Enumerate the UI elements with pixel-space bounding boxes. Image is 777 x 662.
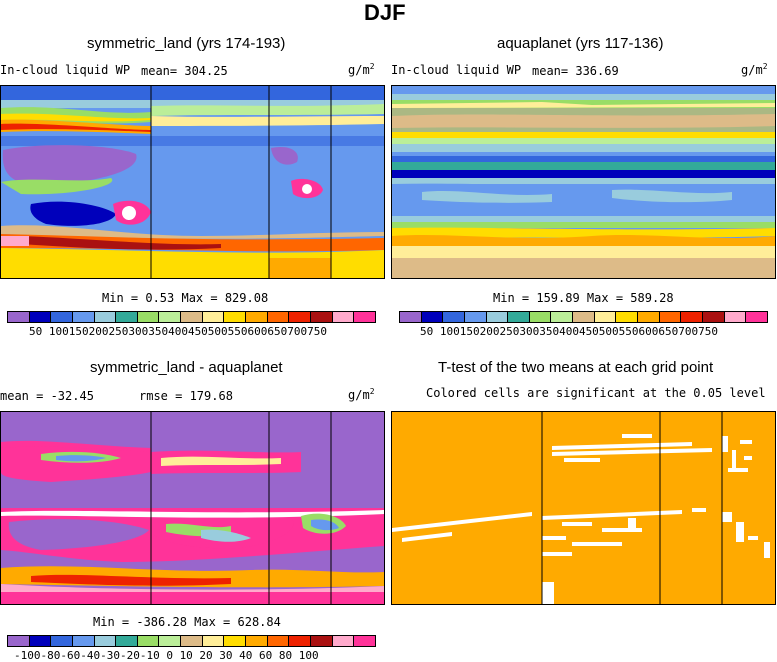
panel1-title: symmetric_land (yrs 174-193) [87,35,286,52]
panel3-unit: g/m2 [348,387,375,402]
panel2-unit: g/m2 [741,62,768,77]
panel1-unit: g/m2 [348,62,375,77]
panel2-mean: mean= 336.69 [532,64,619,78]
panel2-colorbar [399,311,768,323]
panel2-colorbar-labels: 50 1001502002503003504004505005506006507… [420,325,719,338]
panel3-mean: mean = -32.45 [0,389,94,403]
panel4-map [391,411,776,605]
panel2-map [391,85,776,279]
panel1-mean: mean= 304.25 [141,64,228,78]
panel3-map [0,411,385,605]
panel1-varname: In-cloud liquid WP [0,63,131,77]
panel2-title: aquaplanet (yrs 117-136) [497,35,664,52]
panel2-varname: In-cloud liquid WP [391,63,522,77]
panel3-contour-plot [1,412,384,604]
panel4-subtitle: Colored cells are significant at the 0.0… [426,386,766,400]
panel1-map [0,85,385,279]
panel2-contour-plot [392,86,775,278]
panel4-significance-plot [392,412,775,604]
panel4-title: T-test of the two means at each grid poi… [438,359,714,376]
panel1-minmax: Min = 0.53 Max = 829.08 [102,291,269,305]
panel1-colorbar [7,311,376,323]
panel2-minmax: Min = 159.89 Max = 589.28 [493,291,674,305]
panel1-colorbar-labels: 50 1001502002503003504004505005506006507… [29,325,328,338]
panel3-minmax: Min = -386.28 Max = 628.84 [93,615,281,629]
panel1-contour-plot [1,86,384,278]
figure-title: DJF [364,0,406,25]
panel3-title: symmetric_land - aquaplanet [90,359,283,376]
panel3-colorbar [7,635,376,647]
panel3-colorbar-labels: -100-80-60-40-30-20-10 0 10 20 30 40 60 … [14,649,319,662]
panel3-rmse: rmse = 179.68 [139,389,233,403]
